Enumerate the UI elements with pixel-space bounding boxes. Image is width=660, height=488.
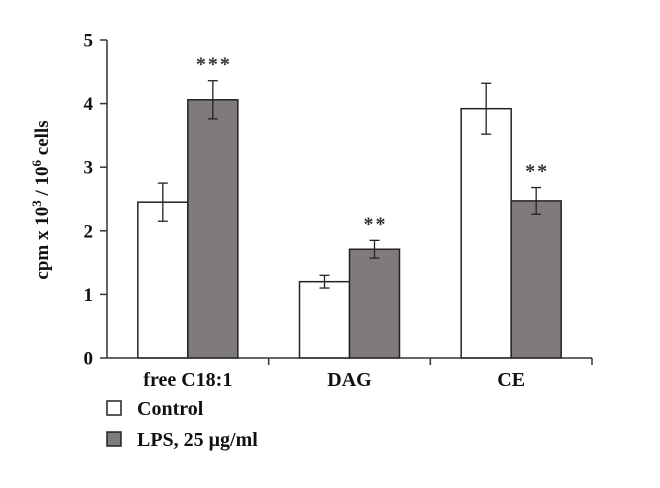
bar-control [298, 280, 351, 359]
y-axis-title: cpm x 103 / 106 cells [29, 120, 53, 279]
legend-swatch-control [106, 400, 122, 416]
x-tick-label: DAG [327, 369, 372, 391]
y-tick-label: 5 [84, 31, 94, 52]
svg-text:cpm x 103 / 106 cells: cpm x 103 / 106 cells [29, 120, 53, 279]
y-tick-label: 4 [84, 94, 94, 115]
y-axis-title-exp1: 3 [29, 200, 44, 207]
legend-label-lps: LPS, 25 μg/ml [137, 429, 258, 451]
significance-label: ** [525, 161, 549, 183]
bar-lps [348, 248, 401, 359]
y-tick-label: 3 [84, 158, 94, 179]
y-axis-title-exp2: 6 [29, 159, 44, 166]
bar-control [460, 107, 512, 359]
y-axis-title-end: cells [32, 120, 53, 160]
y-tick-label: 2 [84, 221, 94, 242]
y-tick-label: 1 [84, 285, 94, 306]
y-tick-label: 0 [84, 349, 94, 370]
legend: Control LPS, 25 μg/ml [106, 398, 258, 451]
bar-lps [510, 200, 562, 359]
x-tick-label: free C18:1 [143, 369, 232, 391]
significance-label: ** [364, 213, 388, 235]
significance-label: *** [196, 54, 232, 76]
bar-control [137, 201, 189, 359]
legend-swatch-lps [106, 431, 122, 447]
y-axis-title-mid: / 10 [32, 166, 53, 200]
bar-lps [187, 99, 239, 359]
x-tick-label: CE [497, 369, 525, 391]
legend-label-control: Control [137, 398, 204, 420]
y-axis-title-main: cpm x 10 [32, 207, 53, 280]
